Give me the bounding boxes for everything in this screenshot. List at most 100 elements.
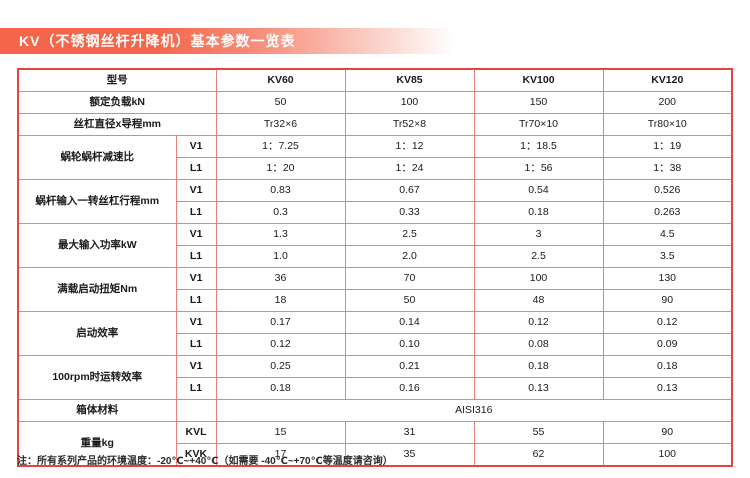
table-cell: 50 [215,91,346,114]
row-label: 蜗轮蜗杆减速比 [17,135,177,180]
table-row: L1 0.18 0.16 0.13 0.13 [18,377,733,400]
table-cell: 0.12 [602,311,733,334]
cell-model-kv100: KV100 [473,68,604,92]
table-row: KVK 17 35 62 100 [18,443,733,467]
table-cell: Tr52×8 [344,113,475,136]
table-cell: 0.263 [602,201,733,224]
row-label: 最大输入功率kW [17,223,177,268]
table-cell: 0.13 [602,377,733,400]
table-cell: 90 [602,289,733,312]
cell-model-kv120: KV120 [602,68,733,92]
table-cell: 1：19 [602,135,733,158]
sub-label-kvl: KVL [175,421,217,444]
table-cell: 0.17 [215,311,346,334]
table-row: L1 1.0 2.0 2.5 3.5 [18,245,733,268]
row-label: 箱体材料 [17,399,177,422]
spec-table-container: 型号 KV60 KV85 KV100 KV120 额定负载kN 50 100 1… [17,68,733,467]
table-row: 启动效率 V1 0.17 0.14 0.12 0.12 [17,311,733,356]
table-cell: 130 [602,267,733,290]
sub-label-empty [175,399,217,422]
table-cell: 50 [344,289,475,312]
page-title: KV（不锈钢丝杆升降机）基本参数一览表 [19,33,296,49]
footnote-text: 注：所有系列产品的环境温度：-20℃~+40℃（如需要 -40℃~+70℃等温度… [17,456,393,467]
table-cell: 100 [344,91,475,114]
table-row: 额定负载kN 50 100 150 200 [17,91,733,114]
table-cell: 0.67 [344,179,475,202]
table-cell: 2.5 [473,245,604,268]
spec-table-body: 型号 KV60 KV85 KV100 KV120 额定负载kN 50 100 1… [17,68,733,467]
table-cell: 1：7.25 [215,135,346,158]
table-row: 型号 KV60 KV85 KV100 KV120 [17,68,733,92]
table-row: 箱体材料 AISI316 [17,399,733,422]
row-label: 额定负载kN [17,91,217,114]
table-cell: 62 [473,443,604,467]
table-cell: 0.08 [473,333,604,356]
sub-label-kvk: KVK [175,443,217,467]
table-cell: 100 [602,443,733,467]
table-cell: 3.5 [602,245,733,268]
table-cell: 0.33 [344,201,475,224]
table-row: 满载启动扭矩Nm V1 36 70 100 130 [17,267,733,312]
table-row: 蜗杆输入一转丝杠行程mm V1 0.83 0.67 0.54 0.526 [17,179,733,224]
sub-label-v1: V1 [175,267,217,290]
table-cell: 0.10 [344,333,475,356]
sub-label-v1: V1 [175,135,217,158]
table-cell: 0.16 [344,377,475,400]
table-cell: 1：38 [602,157,733,180]
table-cell: 35 [344,443,475,467]
table-cell: 4.5 [602,223,733,246]
cell-model-kv60: KV60 [215,68,346,92]
table-cell: 18 [215,289,346,312]
sub-label-v1: V1 [175,311,217,334]
cell-material: AISI316 [215,399,733,422]
row-label: 100rpm时运转效率 [17,355,177,400]
table-cell: 0.526 [602,179,733,202]
table-cell: Tr70×10 [473,113,604,136]
table-cell: 1.3 [215,223,346,246]
table-row: 最大输入功率kW V1 1.3 2.5 3 4.5 [17,223,733,268]
table-cell: 2.5 [344,223,475,246]
table-cell: 0.12 [215,333,346,356]
table-cell: Tr80×10 [602,113,733,136]
table-cell: 48 [473,289,604,312]
table-cell: 150 [473,91,604,114]
table-cell: 1：20 [215,157,346,180]
table-cell: 90 [602,421,733,444]
table-cell: 0.83 [215,179,346,202]
table-cell: 0.18 [473,201,604,224]
table-cell: 0.54 [473,179,604,202]
table-cell: 1：56 [473,157,604,180]
sub-label-v1: V1 [175,223,217,246]
row-label: 丝杠直径x导程mm [17,113,217,136]
row-label: 型号 [17,68,217,92]
table-cell: 36 [215,267,346,290]
table-cell: 1：18.5 [473,135,604,158]
spec-table: 型号 KV60 KV85 KV100 KV120 额定负载kN 50 100 1… [17,68,733,467]
table-cell: 0.18 [602,355,733,378]
sub-label-l1: L1 [175,333,217,356]
table-cell: 15 [215,421,346,444]
sub-label-l1: L1 [175,157,217,180]
table-cell: 100 [473,267,604,290]
sub-label-v1: V1 [175,179,217,202]
sub-label-l1: L1 [175,245,217,268]
table-cell: 200 [602,91,733,114]
table-cell: 55 [473,421,604,444]
table-cell: 1：24 [344,157,475,180]
table-cell: 70 [344,267,475,290]
table-row: L1 0.12 0.10 0.08 0.09 [18,333,733,356]
sub-label-l1: L1 [175,289,217,312]
table-cell: 0.14 [344,311,475,334]
table-cell: 0.18 [473,355,604,378]
table-cell: 2.0 [344,245,475,268]
title-banner: KV（不锈钢丝杆升降机）基本参数一览表 [0,28,455,54]
sub-label-l1: L1 [175,201,217,224]
table-cell: 3 [473,223,604,246]
table-cell: 31 [344,421,475,444]
table-row: 丝杠直径x导程mm Tr32×6 Tr52×8 Tr70×10 Tr80×10 [17,113,733,136]
row-label: 启动效率 [17,311,177,356]
table-cell: 1：12 [344,135,475,158]
table-row: 100rpm时运转效率 V1 0.25 0.21 0.18 0.18 [17,355,733,400]
table-cell: 0.12 [473,311,604,334]
table-cell: 0.25 [215,355,346,378]
